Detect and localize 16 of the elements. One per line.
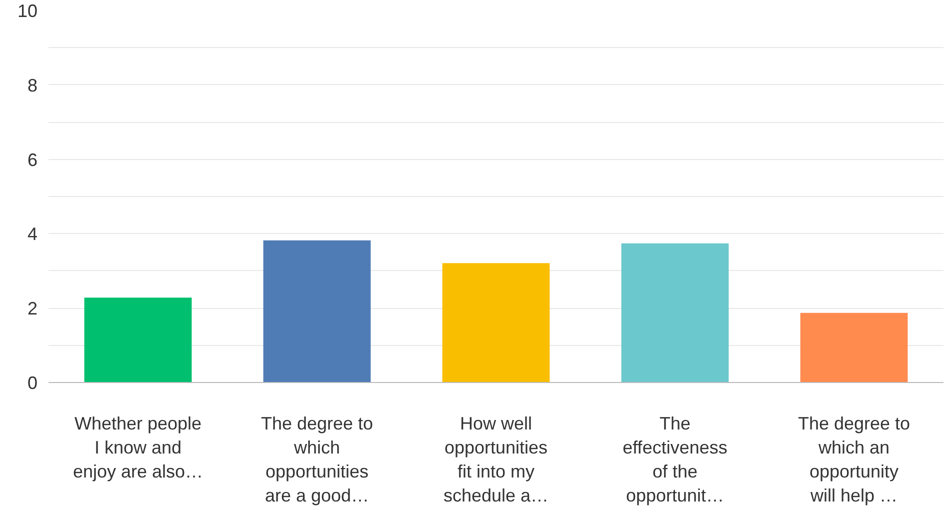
y-tick-label: 8	[27, 75, 38, 96]
y-tick-label: 2	[27, 298, 38, 319]
x-tick-label: The degree to which an opportunity will help …	[798, 414, 910, 506]
bar	[800, 312, 908, 382]
bar	[84, 298, 192, 382]
bar	[621, 243, 729, 382]
bar	[442, 263, 550, 382]
y-tick-label: 6	[27, 150, 38, 170]
x-tick-label: Whether people I know and enjoy are also…	[72, 414, 204, 482]
y-tick-label: 0	[27, 373, 38, 393]
bar	[263, 240, 371, 382]
x-tick-label: How well opportunities fit into my schedule a…	[443, 414, 549, 506]
x-tick-label: The effectiveness of the opportunit…	[622, 414, 728, 506]
y-tick-label: 10	[17, 1, 38, 21]
y-tick-label: 4	[27, 224, 38, 244]
x-tick-label: The degree to which opportunities are a good…	[260, 414, 374, 506]
